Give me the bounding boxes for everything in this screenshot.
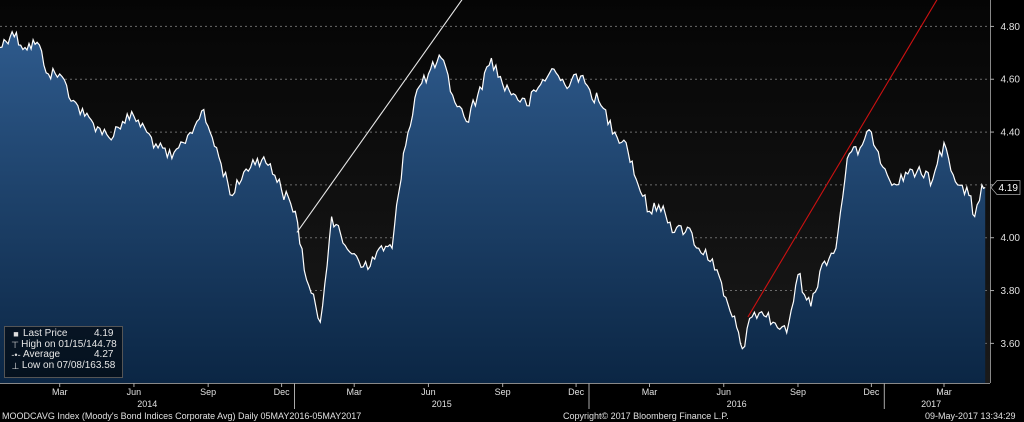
- high-marker-icon: ⊤: [11, 339, 19, 350]
- footer-timestamp: 09-May-2017 13:34:29: [925, 411, 1016, 421]
- x-month-label: Jun: [716, 387, 731, 397]
- x-year-label: 2014: [137, 399, 157, 409]
- x-month-label: Dec: [863, 387, 880, 397]
- legend-row-low: ⊥ Low on 07/08/16 3.58: [9, 359, 118, 372]
- last-price-label: 4.19: [999, 183, 1019, 194]
- x-axis: Mar Jun Sep Dec Mar Jun Sep Dec Mar Jun Sep Dec Mar 2…: [0, 383, 990, 410]
- legend-value: 4.78: [97, 338, 117, 350]
- trendline: [747, 0, 938, 318]
- legend-label: High on 01/15/14: [21, 338, 98, 350]
- price-area: [0, 31, 986, 383]
- x-month-label: Dec: [568, 387, 585, 397]
- x-year-label: 2015: [432, 399, 452, 409]
- x-month-label: Mar: [642, 387, 658, 397]
- average-marker-icon: -•-: [11, 350, 21, 360]
- legend-value: 3.58: [95, 359, 116, 371]
- trendline: [296, 0, 463, 233]
- legend: ■ Last Price 4.19 ⊤ High on 01/15/14 4.7…: [4, 326, 123, 378]
- x-month-label: Dec: [274, 387, 291, 397]
- x-month-label: Mar: [936, 387, 952, 397]
- x-month-label: Jun: [127, 387, 142, 397]
- x-month-label: Jun: [421, 387, 436, 397]
- trendlines: [296, 0, 938, 318]
- low-marker-icon: ⊥: [11, 360, 20, 371]
- legend-label: Average: [23, 349, 61, 360]
- y-tick-label: 4.00: [1001, 233, 1021, 244]
- x-year-label: 2016: [727, 399, 747, 409]
- legend-row-average: -•- Average 4.27: [9, 349, 118, 361]
- y-tick-label: 4.40: [1001, 128, 1021, 139]
- y-tick-label: 3.60: [1001, 339, 1021, 350]
- legend-row-last-price: ■ Last Price 4.19: [9, 328, 118, 340]
- price-line: [0, 30, 986, 350]
- x-month-label: Mar: [52, 387, 68, 397]
- legend-value: 4.27: [94, 349, 114, 360]
- x-month-label: Sep: [790, 387, 806, 397]
- y-tick-label: 3.80: [1001, 286, 1021, 297]
- x-month-label: Sep: [495, 387, 511, 397]
- square-icon: ■: [13, 329, 19, 339]
- y-axis: 3.603.804.004.204.404.604.804.19: [990, 0, 1020, 383]
- y-tick-label: 4.60: [1001, 75, 1021, 86]
- x-year-label: 2017: [921, 399, 941, 409]
- footer-copyright: Copyright© 2017 Bloomberg Finance L.P.: [563, 411, 729, 421]
- legend-value: 4.19: [94, 328, 114, 339]
- legend-label: Low on 07/08/16: [21, 359, 96, 371]
- footer-bar: MOODCAVG Index (Moody's Bond Indices Cor…: [0, 410, 1024, 422]
- legend-row-high: ⊤ High on 01/15/14 4.78: [9, 338, 118, 351]
- y-tick-label: 4.80: [1001, 22, 1021, 33]
- x-month-label: Mar: [346, 387, 362, 397]
- legend-label: Last Price: [23, 328, 68, 339]
- x-axis-band: [0, 383, 990, 410]
- x-month-label: Sep: [200, 387, 216, 397]
- footer-security-description: MOODCAVG Index (Moody's Bond Indices Cor…: [2, 411, 362, 421]
- last-price-tag: 4.19: [990, 180, 1021, 195]
